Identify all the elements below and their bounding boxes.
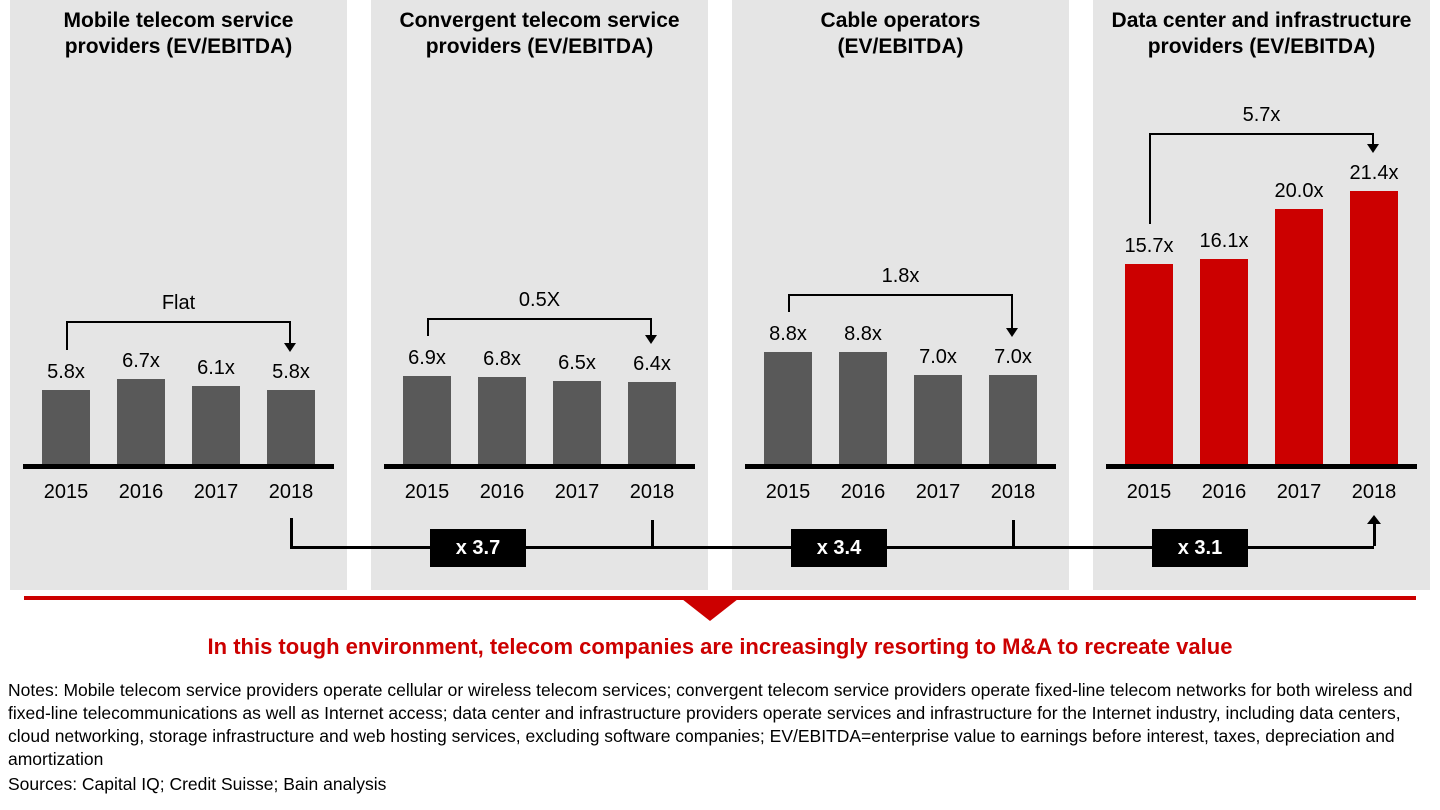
x-axis-label: 2018: [1351, 481, 1397, 503]
multiplier-badge: x 3.4: [791, 529, 887, 567]
bar-value-label: 6.8x: [483, 348, 521, 370]
x-axis-label: 2015: [1126, 481, 1172, 503]
bracket-arrow-icon: [1006, 328, 1018, 337]
bar-value-label: 16.1x: [1199, 230, 1249, 252]
x-axis-line: [23, 464, 334, 469]
bar-2016: [117, 379, 165, 464]
bracket-right-end: [650, 318, 652, 335]
bar-2016: [1200, 259, 1248, 464]
bracket-right-end: [1372, 133, 1374, 144]
bar-value-label: 21.4x: [1349, 162, 1399, 184]
panel-title: Cable operators (EV/EBITDA): [820, 9, 981, 58]
x-axis-label: 2018: [990, 481, 1036, 503]
bar-2017: [1275, 209, 1323, 464]
bar-2018: [989, 375, 1037, 464]
x-axis-label: 2015: [404, 481, 450, 503]
bracket-label: 0.5X: [518, 289, 561, 311]
bracket-label: Flat: [161, 292, 196, 314]
x-axis-label: 2017: [193, 481, 239, 503]
x-axis-line: [745, 464, 1056, 469]
notes: Notes: Mobile telecom service providers …: [8, 680, 1413, 769]
bracket-line: [788, 294, 1013, 296]
bar-2018: [1350, 191, 1398, 464]
bar-2015: [764, 352, 812, 464]
bar-2017: [192, 386, 240, 464]
bracket-arrow-icon: [645, 335, 657, 344]
x-axis-label: 2016: [118, 481, 164, 503]
panel-title: Data center and infrastructure providers…: [1111, 9, 1412, 58]
bar-2015: [42, 390, 90, 464]
x-axis-label: 2017: [1276, 481, 1322, 503]
down-arrow-icon: [682, 599, 738, 621]
bracket-line: [427, 318, 652, 320]
bar-value-label: 5.8x: [272, 361, 310, 383]
connector-start-tick: [290, 518, 293, 549]
bar-value-label: 8.8x: [769, 323, 807, 345]
bracket-right-end: [1011, 294, 1013, 328]
x-axis-label: 2015: [765, 481, 811, 503]
bar-2018: [628, 382, 676, 464]
connector-arrow-icon: [1367, 515, 1381, 524]
multiplier-badge: x 3.7: [430, 529, 526, 567]
bracket-left-end: [788, 294, 790, 312]
multiplier-badge: x 3.1: [1152, 529, 1248, 567]
bar-value-label: 6.5x: [558, 352, 596, 374]
x-axis-label: 2016: [1201, 481, 1247, 503]
bar-2016: [839, 352, 887, 464]
sources: Sources: Capital IQ; Credit Suisse; Bain…: [8, 774, 387, 794]
bracket-line: [1149, 133, 1374, 135]
chart-panel-1: Mobile telecom service providers (EV/EBI…: [10, 0, 347, 590]
bracket-line: [66, 321, 291, 323]
bar-value-label: 8.8x: [844, 323, 882, 345]
bar-value-label: 20.0x: [1274, 180, 1324, 202]
footer: Notes: Mobile telecom service providers …: [8, 679, 1426, 796]
bar-value-label: 7.0x: [994, 346, 1032, 368]
headline: In this tough environment, telecom compa…: [207, 634, 1233, 659]
bar-2015: [403, 376, 451, 464]
bar-2017: [553, 381, 601, 464]
x-axis-label: 2018: [629, 481, 675, 503]
x-axis-label: 2016: [479, 481, 525, 503]
bracket-left-end: [1149, 133, 1151, 224]
bar-value-label: 7.0x: [919, 346, 957, 368]
chart-panel-4: Data center and infrastructure providers…: [1093, 0, 1430, 590]
x-axis-label: 2018: [268, 481, 314, 503]
x-axis-line: [384, 464, 695, 469]
panel-title: Convergent telecom service providers (EV…: [399, 9, 680, 58]
bar-value-label: 6.4x: [633, 353, 671, 375]
bracket-label: 5.7x: [1242, 104, 1281, 126]
x-axis-line: [1106, 464, 1417, 469]
bar-value-label: 5.8x: [47, 361, 85, 383]
x-axis-label: 2016: [840, 481, 886, 503]
bracket-left-end: [427, 318, 429, 336]
connector-end-line: [1373, 524, 1376, 546]
bracket-arrow-icon: [284, 343, 296, 352]
connector-tick: [651, 520, 654, 546]
chart-panel-2: Convergent telecom service providers (EV…: [371, 0, 708, 590]
bar-2015: [1125, 264, 1173, 464]
bar-value-label: 6.1x: [197, 357, 235, 379]
bracket-label: 1.8x: [881, 265, 920, 287]
bracket-right-end: [289, 321, 291, 343]
bar-2016: [478, 377, 526, 464]
bar-value-label: 6.7x: [122, 350, 160, 372]
connector-tick: [1012, 520, 1015, 546]
panel-title: Mobile telecom service providers (EV/EBI…: [63, 9, 294, 58]
bar-2017: [914, 375, 962, 464]
bar-value-label: 6.9x: [408, 347, 446, 369]
x-axis-label: 2017: [554, 481, 600, 503]
chart-panel-3: Cable operators (EV/EBITDA) 8.8x 2015 8.8x 2…: [732, 0, 1069, 590]
bar-value-label: 15.7x: [1124, 235, 1174, 257]
bracket-arrow-icon: [1367, 144, 1379, 153]
x-axis-label: 2015: [43, 481, 89, 503]
red-divider-line: [24, 596, 1416, 600]
bracket-left-end: [66, 321, 68, 350]
x-axis-label: 2017: [915, 481, 961, 503]
bar-2018: [267, 390, 315, 464]
